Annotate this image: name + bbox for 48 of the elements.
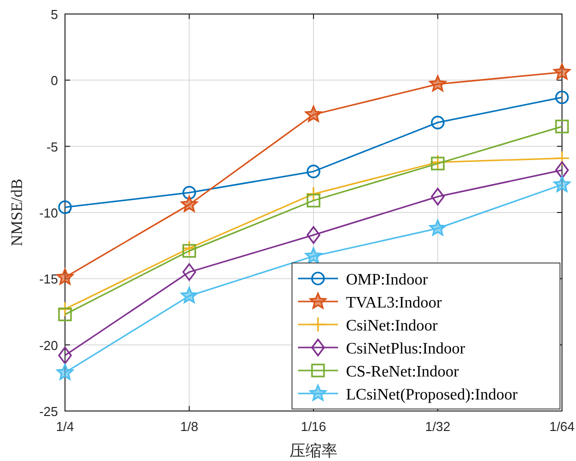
legend-label: LCsiNet(Proposed):Indoor [346, 386, 518, 404]
point [429, 75, 446, 92]
y-tick-label: -20 [39, 338, 58, 353]
point [58, 308, 72, 322]
point [306, 194, 320, 208]
point [554, 63, 570, 80]
point [180, 287, 198, 304]
legend-label: OMP:Indoor [346, 272, 428, 288]
point [306, 226, 320, 244]
y-tick-label: -10 [39, 206, 58, 220]
point [58, 200, 72, 214]
point [429, 220, 446, 236]
point [56, 364, 74, 380]
x-tick-label: 1/16 [300, 419, 326, 434]
point [181, 240, 198, 256]
y-tick-label: 5 [50, 7, 58, 22]
y-tick-label: -5 [46, 139, 58, 154]
x-tick-label: 1/8 [180, 419, 198, 434]
legend-label: CS-ReNet:Indoor [346, 364, 460, 380]
point [555, 120, 569, 134]
point [306, 164, 320, 178]
point [305, 106, 322, 122]
legend-label: CsiNetPlus:Indoor [346, 340, 466, 358]
point [182, 244, 196, 258]
y-tick-label: -25 [39, 404, 58, 419]
point [430, 188, 445, 206]
legend-label: TVAL3:Indoor [346, 294, 442, 312]
point [554, 150, 570, 166]
point [555, 161, 569, 179]
point [555, 90, 569, 104]
x-tick-label: 1/64 [549, 419, 575, 434]
point [180, 196, 198, 212]
x-axis-title: 压缩率 [290, 442, 338, 460]
point [58, 346, 72, 364]
point [182, 263, 196, 281]
point [182, 186, 196, 200]
x-tick-label: 1/32 [425, 419, 450, 434]
point [306, 186, 322, 202]
y-tick-label: -15 [39, 272, 58, 287]
y-axis-title: NMSE/dB [9, 178, 26, 246]
y-tick-label: 0 [50, 73, 58, 88]
legend-label: CsiNet:Indoor [346, 318, 438, 334]
point [305, 247, 322, 264]
point [430, 116, 445, 130]
point [554, 176, 570, 192]
x-tick-label: 1/4 [56, 419, 74, 434]
point [57, 301, 73, 317]
point [56, 268, 74, 285]
